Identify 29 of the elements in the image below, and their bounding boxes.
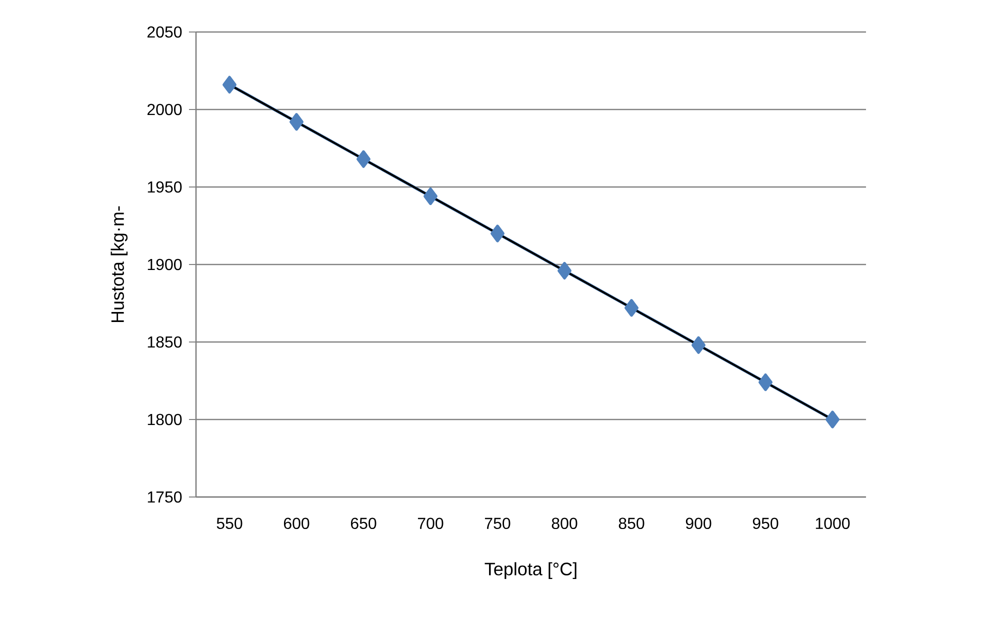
x-tick-label: 850 bbox=[618, 518, 644, 530]
point bbox=[222, 76, 236, 94]
point bbox=[490, 224, 504, 242]
x-tick-label: 750 bbox=[484, 518, 510, 530]
x-tick-label: 700 bbox=[418, 518, 444, 530]
point bbox=[424, 187, 438, 206]
y-tick-label: 1750 bbox=[148, 491, 182, 503]
x-tick-label: 900 bbox=[686, 518, 712, 530]
point bbox=[558, 262, 572, 280]
point bbox=[758, 373, 772, 392]
y-tick-label: 1950 bbox=[148, 181, 182, 193]
y-tick-label: 1850 bbox=[148, 336, 182, 348]
x-axis-title: Teplota [°C] bbox=[484, 562, 576, 579]
x-tick-label: 650 bbox=[350, 518, 376, 530]
x-tick-label: 600 bbox=[284, 518, 310, 530]
y-tick-label: 1800 bbox=[148, 414, 182, 426]
y-tick-label: 2000 bbox=[147, 104, 182, 116]
y-axis-title: Hustota [kg·m- bbox=[110, 206, 128, 322]
point bbox=[356, 150, 370, 168]
point bbox=[826, 410, 840, 428]
y-tick-label: 1900 bbox=[148, 258, 182, 270]
point bbox=[692, 336, 706, 354]
x-tick-label: 1000 bbox=[816, 518, 850, 530]
x-tick-label: 950 bbox=[752, 518, 778, 530]
point bbox=[290, 113, 304, 131]
x-tick-label: 800 bbox=[552, 518, 578, 530]
y-tick-label: 2050 bbox=[147, 26, 182, 38]
point bbox=[624, 299, 638, 317]
x-tick-label: 550 bbox=[216, 518, 242, 530]
